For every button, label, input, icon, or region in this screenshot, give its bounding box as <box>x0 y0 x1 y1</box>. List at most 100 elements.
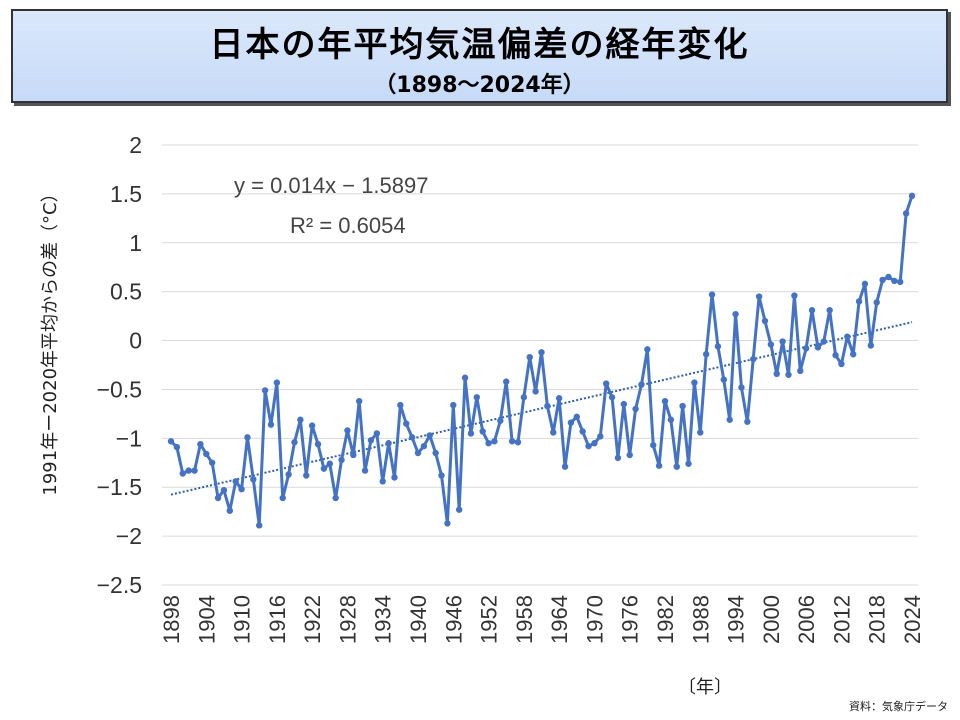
data-point <box>238 485 245 493</box>
gridlines <box>162 144 918 586</box>
data-point <box>732 310 739 318</box>
x-tick-label: 1922 <box>300 595 325 644</box>
data-point <box>344 427 351 434</box>
data-point <box>250 476 257 483</box>
data-point <box>761 317 769 325</box>
data-point <box>291 439 298 446</box>
data-point <box>591 440 598 447</box>
data-point <box>614 454 622 462</box>
data-point <box>832 352 839 359</box>
data-point <box>685 460 692 467</box>
data-point <box>808 307 816 314</box>
data-point <box>520 394 528 401</box>
x-tick-label: 1982 <box>653 595 678 644</box>
y-tick-label: −2.5 <box>97 572 142 598</box>
data-point <box>503 378 510 385</box>
data-point <box>308 422 316 429</box>
data-point <box>655 462 663 469</box>
data-point <box>285 471 292 478</box>
x-tick-label: 1928 <box>335 595 360 644</box>
data-point <box>297 416 304 423</box>
data-point <box>650 441 657 449</box>
x-tick-label: 2012 <box>829 595 854 644</box>
data-point <box>667 416 675 423</box>
data-point <box>314 441 322 448</box>
data-point <box>620 400 628 408</box>
series-line <box>169 195 914 527</box>
y-tick-label: −0.5 <box>97 376 142 402</box>
x-tick-label: 1898 <box>159 595 184 644</box>
data-point <box>214 494 222 502</box>
data-point <box>367 437 375 444</box>
data-point <box>332 494 339 502</box>
data-point <box>538 349 545 356</box>
data-point <box>820 338 827 345</box>
data-point <box>797 367 804 375</box>
x-tick-label: 1952 <box>477 595 502 644</box>
y-tick-label: 0 <box>129 328 142 354</box>
data-point <box>261 387 269 394</box>
y-axis-label: 1991年ー2020年平均からの差（°C） <box>40 184 61 495</box>
data-point <box>408 434 416 441</box>
x-tick-label: 1976 <box>618 595 643 644</box>
data-point <box>902 210 910 217</box>
data-point <box>379 478 386 485</box>
title-box: 日本の年平均気温偏差の経年変化 （1898〜2024年） <box>11 9 948 103</box>
data-point <box>326 460 333 467</box>
data-point <box>232 478 239 485</box>
x-tick-label: 1988 <box>688 595 713 644</box>
data-point <box>303 472 310 479</box>
data-point <box>279 494 286 502</box>
data-point <box>714 343 722 350</box>
data-point <box>203 450 210 458</box>
data-point <box>467 430 475 437</box>
data-point <box>844 333 851 340</box>
data-point <box>708 291 716 298</box>
x-tick-label: 1940 <box>406 595 431 644</box>
data-point <box>691 379 698 386</box>
data-point <box>861 280 869 288</box>
data-point <box>197 441 204 448</box>
data-point <box>350 451 357 459</box>
data-point <box>320 465 328 472</box>
data-points <box>167 192 916 529</box>
data-point <box>755 293 763 300</box>
data-point <box>744 418 751 425</box>
r-squared: R² = 0.6054 <box>290 213 406 238</box>
source-note: 資料：気象庁データ <box>849 699 948 713</box>
data-point <box>561 463 569 470</box>
data-point <box>597 433 604 440</box>
y-axis-ticks: 2 1.5 1 0.5 0 −0.5 −1 −1.5 −2 −2.5 <box>97 132 142 598</box>
data-point <box>414 449 422 457</box>
data-point <box>526 353 533 361</box>
data-point <box>673 463 680 470</box>
data-point <box>338 456 345 464</box>
x-tick-label: 1970 <box>582 595 607 644</box>
data-point <box>879 276 886 284</box>
y-tick-label: −1.5 <box>97 474 142 500</box>
y-tick-label: 2 <box>129 132 142 158</box>
data-point <box>838 360 845 368</box>
data-point <box>897 278 904 286</box>
data-point <box>697 429 704 436</box>
trend-line <box>170 321 913 496</box>
data-point <box>855 298 863 305</box>
data-point <box>767 341 775 348</box>
data-point <box>450 401 457 409</box>
x-tick-label: 1910 <box>230 595 255 644</box>
data-point <box>426 432 433 439</box>
y-tick-label: 1.5 <box>110 181 142 207</box>
x-tick-label: 1994 <box>724 595 749 644</box>
data-point <box>679 402 686 410</box>
data-point <box>785 371 792 378</box>
x-tick-label: 2006 <box>794 595 819 644</box>
data-point <box>173 443 181 451</box>
y-tick-label: 0.5 <box>110 279 142 305</box>
data-point <box>573 413 580 421</box>
data-point <box>885 273 892 281</box>
data-point <box>567 419 575 426</box>
data-point <box>867 342 875 349</box>
data-point <box>579 428 586 435</box>
data-point <box>773 370 780 377</box>
x-tick-label: 2024 <box>900 595 925 644</box>
